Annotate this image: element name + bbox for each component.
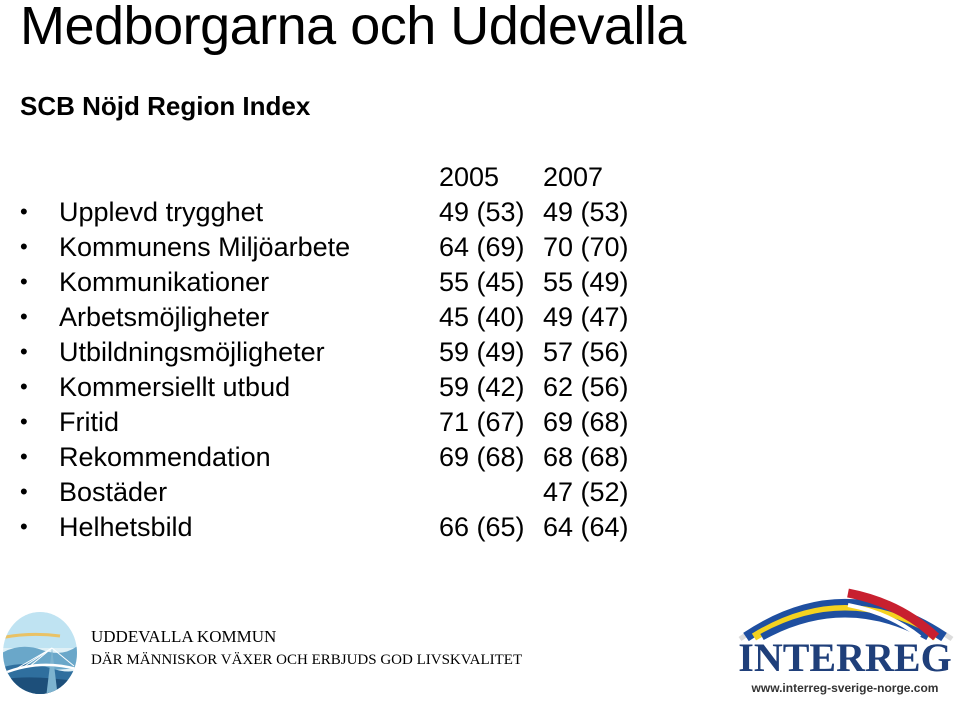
item-label: Arbetsmöjligheter [59,302,270,332]
footer-organization: UDDEVALLA KOMMUN [91,627,277,646]
value-2007: 64 (64) [543,512,629,542]
value-2007: 62 (56) [543,372,629,402]
list-item: • Upplevd trygghet 49 (53) 49 (53) [0,195,700,230]
item-label: Kommunens Miljöarbete [59,232,351,262]
value-2007: 49 (47) [543,302,629,332]
item-label: Upplevd trygghet [59,197,264,227]
list-item: • Kommunens Miljöarbete 64 (69) 70 (70) [0,230,700,265]
value-2007: 47 (52) [543,477,629,507]
footer-tagline: DÄR MÄNNISKOR VÄXER OCH ERBJUDS GOD LIVS… [91,652,523,668]
list-item: • Helhetsbild 66 (65) 64 (64) [0,510,700,545]
bullet-icon: • [20,444,28,469]
value-2005: 66 (65) [439,512,525,542]
list-item: • Utbildningsmöjligheter 59 (49) 57 (56) [0,335,700,370]
item-label: Bostäder [59,477,168,507]
bullet-icon: • [20,304,28,329]
value-2005: 49 (53) [439,197,525,227]
list-item: • Kommersiellt utbud 59 (42) 62 (56) [0,370,700,405]
item-label: Kommunikationer [59,267,270,297]
bullet-icon: • [20,479,28,504]
bullet-icon: • [20,234,28,259]
value-2005: 71 (67) [439,407,525,437]
value-2005: 69 (68) [439,442,525,472]
bullet-icon: • [20,374,28,399]
index-list: • Upplevd trygghet 49 (53) 49 (53) • Kommune… [0,195,700,545]
bullet-icon: • [20,199,28,224]
item-label: Helhetsbild [59,512,193,542]
list-item: • Arbetsmöjligheter 45 (40) 49 (47) [0,300,700,335]
value-2007: 49 (53) [543,197,629,227]
interreg-wordmark: INTERREG [738,635,951,680]
value-2007: 69 (68) [543,407,629,437]
item-label: Rekommendation [59,442,271,472]
page-subtitle: SCB Nöjd Region Index [20,91,311,121]
value-2005: 59 (42) [439,372,525,402]
year-header-2007: 2007 [543,162,604,192]
uddevalla-logo [3,612,77,694]
value-2005: 64 (69) [439,232,525,262]
item-label: Fritid [59,407,119,437]
year-header-2005: 2005 [439,162,500,192]
value-2005: 55 (45) [439,267,525,297]
list-item: • Fritid 71 (67) 69 (68) [0,405,700,440]
list-item: • Bostäder 47 (52) [0,475,700,510]
bullet-icon: • [20,409,28,434]
item-label: Kommersiellt utbud [59,372,291,402]
item-label: Utbildningsmöjligheter [59,337,325,367]
list-item: • Rekommendation 69 (68) 68 (68) [0,440,700,475]
bullet-icon: • [20,269,28,294]
interreg-url: www.interreg-sverige-norge.com [751,681,939,695]
value-2007: 70 (70) [543,232,629,262]
bullet-icon: • [20,514,28,539]
list-item: • Kommunikationer 55 (45) 55 (49) [0,265,700,300]
value-2005: 59 (49) [439,337,525,367]
page-title: Medborgarna och Uddevalla [20,0,686,56]
value-2007: 55 (49) [543,267,629,297]
bullet-icon: • [20,339,28,364]
value-2007: 68 (68) [543,442,629,472]
interreg-logo: INTERREG www.interreg-sverige-norge.com [738,588,954,695]
value-2005: 45 (40) [439,302,525,332]
value-2007: 57 (56) [543,337,629,367]
